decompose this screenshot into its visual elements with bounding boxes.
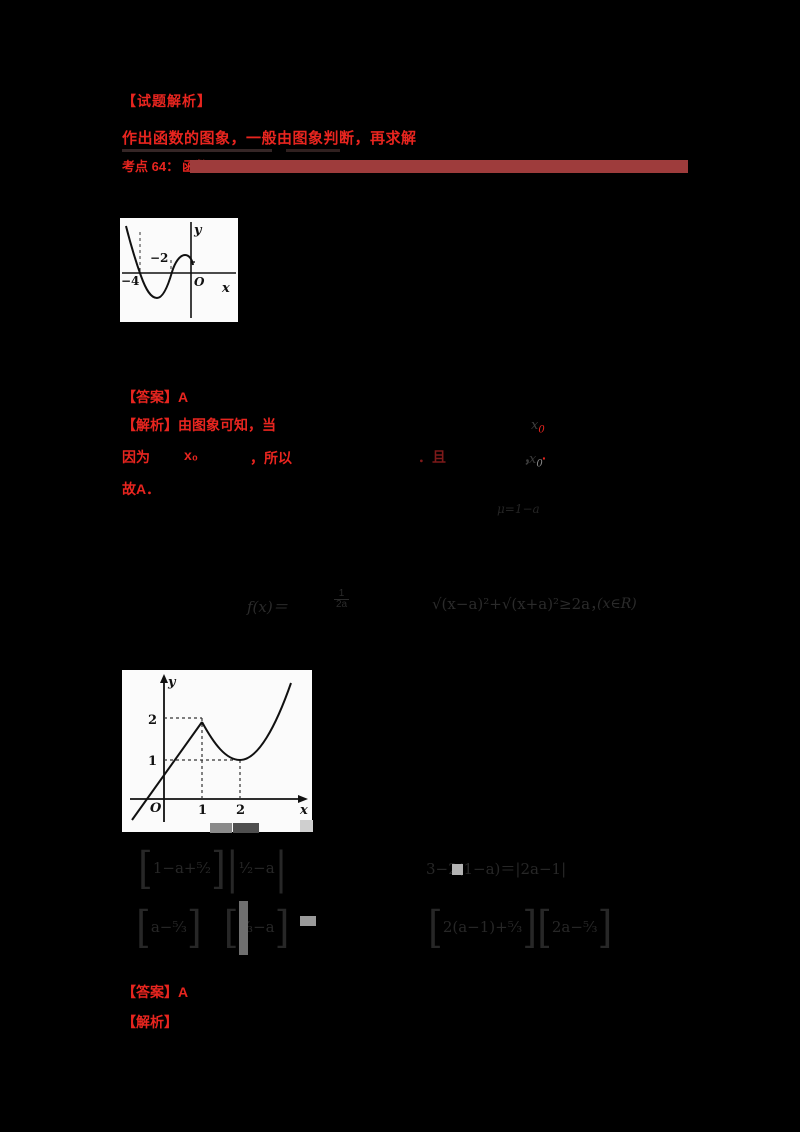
conclusion-text: 故A． [122, 481, 161, 497]
inline-math-x0-bottom: x0 [529, 452, 543, 470]
scan-artifact-divider [239, 901, 248, 955]
faint-math-mu: μ=1−a [497, 502, 540, 516]
scan-artifact-spot [452, 864, 463, 875]
analysis-fragment-yinwei: 因为 [122, 449, 150, 465]
right-bracket: ] [597, 901, 613, 953]
math-var: x [529, 452, 537, 467]
section-heading: 【试题解析】 [122, 93, 212, 109]
analysis-fragment-qie: ．且 [418, 449, 446, 465]
faint-math-fx: f(x)＝ [247, 598, 288, 616]
x-tick-label-2: 2 [236, 803, 245, 818]
method-note: 作出函数的图象，一般由图象判断，再求解 [122, 130, 417, 147]
faint-underline-smudge [122, 149, 272, 152]
work-block-b: 3−2(1−a)＝|2a−1| [426, 860, 567, 878]
right-bracket: ] [186, 901, 202, 953]
answer-label-2: 【答案】A [122, 984, 189, 1000]
analysis-fragment-suoyi: ，所以 [250, 450, 292, 466]
y-tick-label-1: 1 [148, 754, 157, 769]
x-tick-label-1: 1 [198, 803, 207, 818]
scan-artifact-block [233, 823, 259, 833]
math-subscript: 0 [538, 424, 545, 436]
work-block-d: [ 2(a−1)+⁵⁄₃ ] [ 2a−⁵⁄₃ ] [428, 900, 612, 954]
y-axis-label: y [193, 223, 203, 238]
x-axis-label: x [221, 281, 230, 296]
fraction-numerator: 1 [338, 588, 345, 599]
math-subscript: 0 [536, 458, 543, 470]
faint-math-fraction: 1 2a [334, 588, 350, 610]
function-curve [125, 225, 194, 300]
left-bracket: [ [428, 901, 443, 953]
scan-artifact-block [210, 823, 232, 833]
abs-bar: | [274, 842, 288, 894]
answer-label-1: 【答案】A [122, 389, 189, 405]
curved-branch [201, 682, 292, 762]
faint-math-domain: (x∈R) [597, 596, 637, 612]
work-block-c: [ a−⁵⁄₃ ] [ ⁵⁄₃−a ] [136, 900, 289, 954]
exam-point-label: 考点 64： [122, 159, 180, 174]
work-block-a: [ 1−a+⁵⁄₂ ] | ¹⁄₂−a | [138, 842, 287, 894]
right-bracket: ] [274, 901, 290, 953]
work-block-a-expr1: 1−a+⁵⁄₂ [152, 859, 211, 877]
analysis-fragment-x0: x₀ [184, 447, 199, 463]
left-bracket: [ [223, 901, 239, 953]
linear-branch [131, 721, 203, 821]
inline-math-x0-top: x0 [531, 418, 545, 436]
analysis-label-2: 【解析】 [122, 1014, 178, 1030]
analysis-fragment-comma: ， [524, 450, 538, 466]
abs-bar: | [225, 842, 239, 894]
figure-function-graph-2: y x O 2 1 1 2 [122, 670, 312, 832]
right-bracket: ] [210, 842, 226, 894]
scan-artifact-patch [300, 916, 316, 926]
y-axis-label: y [167, 675, 177, 690]
faint-math-radical-expression: √(x−a)²+√(x+a)²≥2a， [432, 595, 606, 613]
math-var: x [531, 418, 539, 433]
origin-label: O [150, 801, 162, 816]
figure-function-graph-1: y x O −4 −2 [120, 218, 238, 322]
tick-label-neg4: −4 [121, 274, 139, 288]
scan-artifact-block [300, 820, 313, 832]
left-bracket: [ [136, 901, 151, 953]
analysis-text-1: 【解析】由图象可知，当 [122, 417, 276, 433]
tick-label-neg2: −2 [150, 251, 168, 265]
left-bracket: [ [537, 901, 552, 953]
right-bracket: ] [522, 901, 538, 953]
left-bracket: [ [138, 842, 153, 894]
y-axis-arrow [160, 674, 168, 683]
work-block-d-expr2: 2a−⁵⁄₃ [551, 918, 598, 936]
y-tick-label-2: 2 [148, 713, 157, 728]
graph-1-svg: y x O −4 −2 [121, 222, 236, 318]
x-axis-arrow [298, 795, 308, 803]
graph-2-svg: y x O 2 1 1 2 [130, 674, 308, 822]
analysis-fragment-dot: · [542, 450, 547, 466]
work-block-d-expr1: 2(a−1)+⁵⁄₃ [442, 918, 523, 936]
faint-underline-smudge [286, 149, 340, 152]
x-axis-label: x [299, 803, 308, 818]
work-block-a-expr2: ¹⁄₂−a [238, 859, 275, 877]
red-divider-bar [190, 160, 688, 173]
origin-label: O [194, 275, 205, 289]
fraction-denominator: 2a [334, 599, 350, 610]
work-block-c-expr1: a−⁵⁄₃ [150, 918, 187, 936]
